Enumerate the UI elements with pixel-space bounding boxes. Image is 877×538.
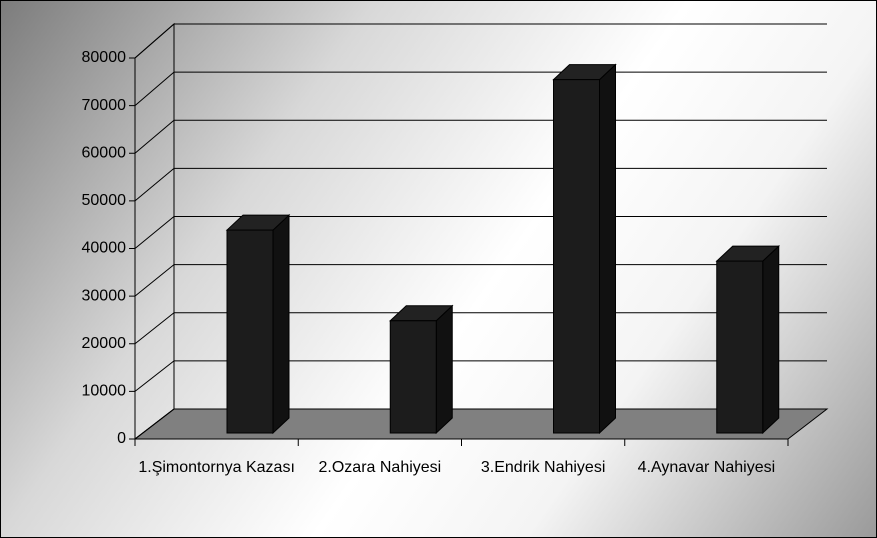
y-tick-label: 40000 bbox=[82, 240, 127, 257]
x-tick-label: 4.Aynavar Nahiyesi bbox=[637, 459, 776, 476]
grid-line bbox=[134, 408, 175, 440]
grid-line bbox=[134, 167, 175, 202]
y-tick-label: 50000 bbox=[82, 192, 127, 209]
y-tick-label: 20000 bbox=[82, 335, 127, 352]
y-tick-label: 70000 bbox=[82, 97, 127, 114]
bar bbox=[389, 320, 437, 434]
bar bbox=[553, 79, 600, 434]
bar bbox=[226, 229, 274, 434]
bar-side bbox=[762, 244, 780, 435]
grid-line bbox=[134, 312, 175, 345]
grid-line bbox=[134, 23, 175, 59]
y-tick-label: 30000 bbox=[82, 287, 127, 304]
grid-line bbox=[134, 264, 175, 297]
bar-side bbox=[272, 213, 290, 435]
grid-line bbox=[134, 360, 175, 392]
grid-line bbox=[134, 119, 175, 154]
bar-side bbox=[599, 63, 616, 435]
bar-side bbox=[435, 304, 453, 435]
y-tick-label: 0 bbox=[117, 430, 126, 447]
x-tick-label: 2.Ozara Nahiyesi bbox=[318, 459, 442, 476]
y-tick-label: 10000 bbox=[82, 383, 127, 400]
x-tick-label: 3.Endrik Nahiyesi bbox=[480, 459, 606, 476]
y-tick-label: 60000 bbox=[82, 144, 127, 161]
x-tick-label: 1.Şimontornya Kazası bbox=[138, 459, 295, 476]
bar bbox=[716, 260, 764, 434]
grid-line bbox=[134, 71, 175, 107]
grid-line bbox=[134, 216, 175, 249]
y-tick-label: 80000 bbox=[82, 49, 127, 66]
